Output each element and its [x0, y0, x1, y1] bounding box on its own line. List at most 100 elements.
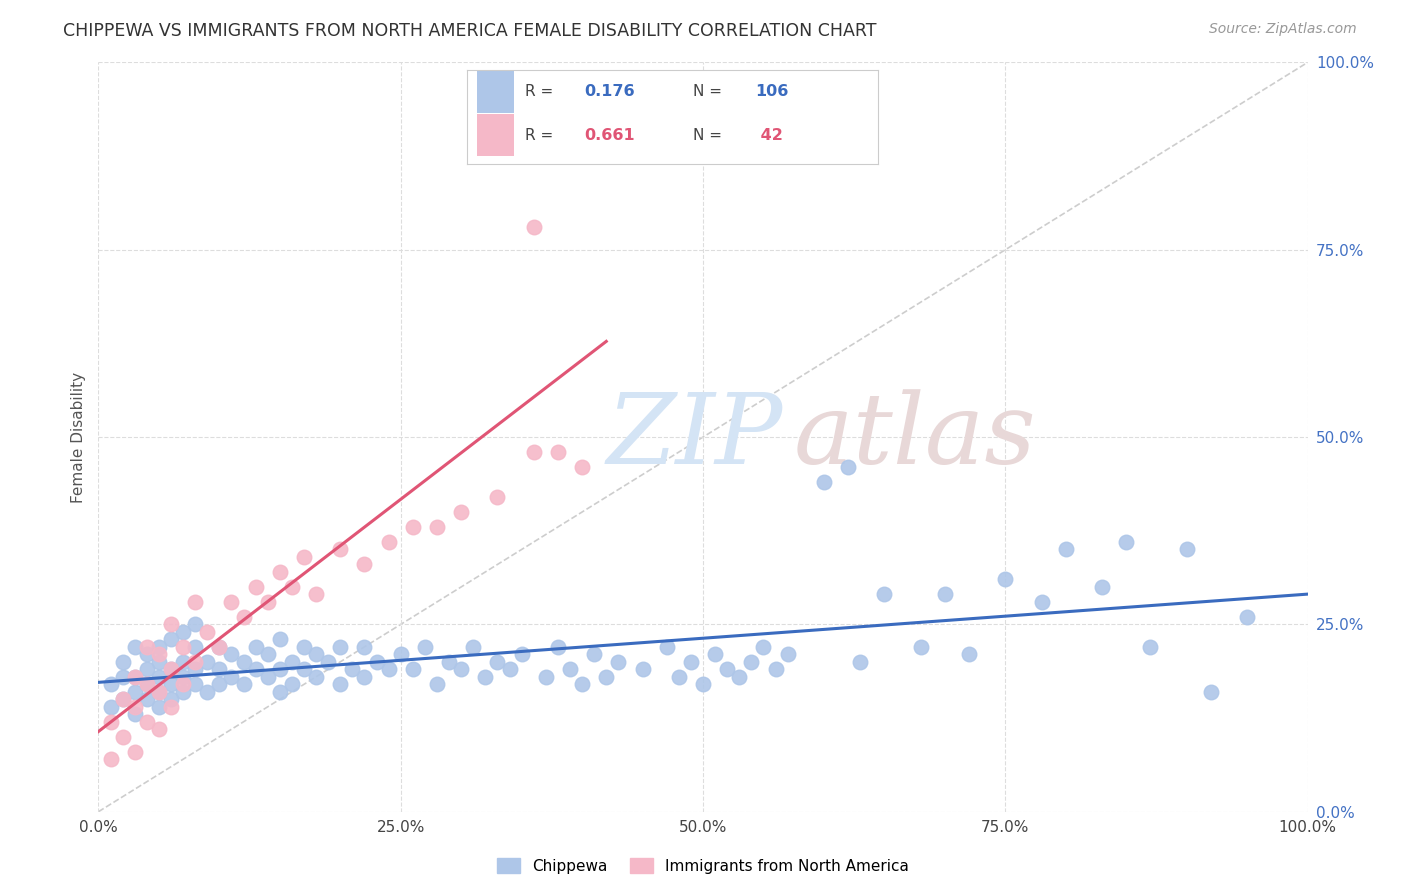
Point [716, 662, 738, 676]
Point [353, 670, 375, 684]
Point [1175, 542, 1198, 557]
Legend: Chippewa, Immigrants from North America: Chippewa, Immigrants from North America [491, 852, 915, 880]
Point [1115, 535, 1137, 549]
Point [463, 640, 485, 654]
Point [305, 587, 328, 601]
Point [245, 640, 267, 654]
Point [765, 662, 787, 676]
Point [547, 445, 569, 459]
Point [221, 648, 243, 662]
Point [111, 692, 134, 706]
Point [172, 685, 194, 699]
Point [728, 670, 751, 684]
Point [523, 220, 546, 235]
Point [135, 662, 157, 676]
Point [124, 670, 146, 684]
Point [269, 685, 291, 699]
Point [172, 624, 194, 639]
Point [498, 662, 520, 676]
Point [195, 624, 218, 639]
Point [172, 677, 194, 691]
Point [208, 677, 231, 691]
Point [752, 640, 775, 654]
Point [534, 670, 557, 684]
Point [124, 685, 146, 699]
Point [595, 670, 617, 684]
Point [957, 648, 980, 662]
Point [269, 632, 291, 647]
Point [232, 610, 254, 624]
Point [281, 677, 304, 691]
Point [849, 655, 872, 669]
Point [148, 685, 170, 699]
Text: ZIP: ZIP [606, 390, 783, 484]
Point [148, 699, 170, 714]
Point [195, 655, 218, 669]
Point [316, 655, 339, 669]
Point [160, 692, 183, 706]
Point [1236, 610, 1258, 624]
Point [160, 617, 183, 632]
Point [135, 677, 157, 691]
Point [148, 685, 170, 699]
Point [353, 640, 375, 654]
Point [135, 648, 157, 662]
Point [124, 640, 146, 654]
Point [100, 714, 122, 729]
Point [292, 662, 315, 676]
Point [256, 595, 278, 609]
Point [668, 670, 690, 684]
Point [148, 640, 170, 654]
Text: Source: ZipAtlas.com: Source: ZipAtlas.com [1209, 22, 1357, 37]
Point [776, 648, 799, 662]
Point [135, 714, 157, 729]
Point [160, 677, 183, 691]
Point [305, 670, 328, 684]
Point [124, 745, 146, 759]
Point [631, 662, 654, 676]
Point [450, 662, 472, 676]
Point [571, 460, 593, 475]
Point [655, 640, 678, 654]
Point [124, 699, 146, 714]
Point [353, 558, 375, 572]
Point [450, 505, 472, 519]
Point [208, 662, 231, 676]
Point [100, 677, 122, 691]
Point [523, 108, 546, 122]
Point [148, 648, 170, 662]
Point [148, 655, 170, 669]
Point [437, 655, 460, 669]
Point [172, 640, 194, 654]
Point [583, 648, 606, 662]
Point [232, 677, 254, 691]
Point [523, 445, 546, 459]
Point [329, 640, 352, 654]
Point [256, 648, 278, 662]
Point [486, 655, 509, 669]
Point [1091, 580, 1114, 594]
Point [221, 670, 243, 684]
Point [281, 655, 304, 669]
Point [111, 655, 134, 669]
Point [692, 677, 714, 691]
Point [994, 573, 1017, 587]
Point [208, 640, 231, 654]
Point [292, 640, 315, 654]
Point [111, 670, 134, 684]
Point [377, 662, 399, 676]
Point [184, 677, 207, 691]
Point [184, 617, 207, 632]
Point [377, 535, 399, 549]
Point [184, 640, 207, 654]
Point [292, 549, 315, 564]
Point [305, 648, 328, 662]
Point [1199, 685, 1222, 699]
Point [510, 648, 533, 662]
Point [1054, 542, 1077, 557]
Point [135, 692, 157, 706]
Point [208, 640, 231, 654]
Point [558, 662, 581, 676]
Point [426, 520, 449, 534]
Point [1139, 640, 1161, 654]
